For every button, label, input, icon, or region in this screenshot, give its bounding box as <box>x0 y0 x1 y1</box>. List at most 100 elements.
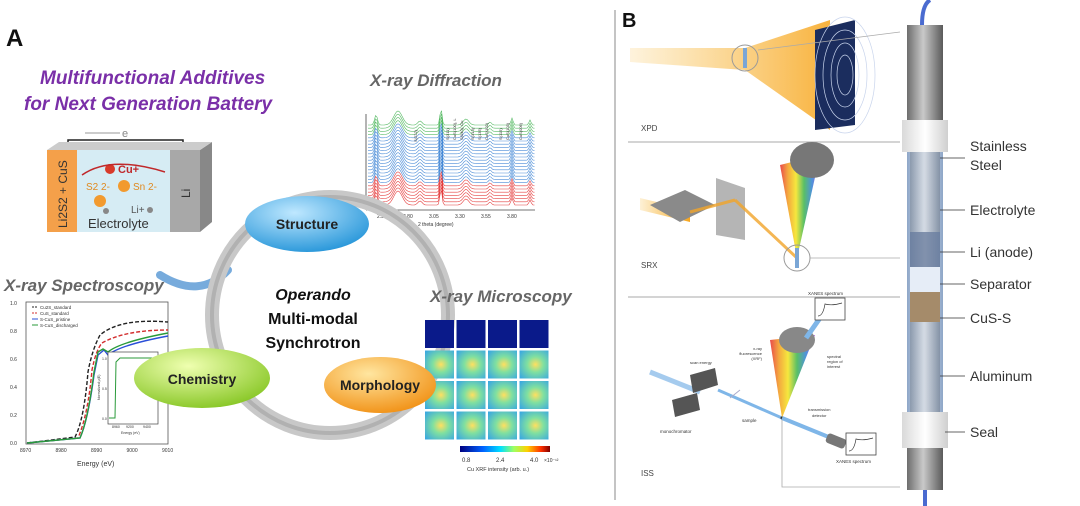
center-line1: Operando <box>275 287 351 304</box>
xrd-xlabel: 2 theta (degree) <box>418 222 454 228</box>
inset-ytick-0: 0.0 <box>102 417 107 421</box>
panel-a-title-line2: for Next Generation Battery <box>24 94 274 115</box>
xpd-beam <box>630 20 830 130</box>
chemistry-node: Chemistry <box>134 348 270 408</box>
sn-label: Sn 2- <box>133 182 157 193</box>
xrd-pattern <box>368 116 535 132</box>
diffraction-title: X-ray Diffraction <box>369 71 502 90</box>
xrd-xtick: 3.30 <box>455 214 465 220</box>
cathode-label: Li2S2 + CuS <box>56 160 70 228</box>
srx-fluorescence-cone <box>780 155 820 258</box>
xanes-xtick: 9010 <box>162 448 173 454</box>
label-aluminum: Aluminum <box>970 368 1032 384</box>
xrf-map-tile <box>488 411 517 440</box>
xanes-ytick: 1.0 <box>10 301 17 307</box>
bottom-seal <box>902 412 948 448</box>
series-cus-standard <box>26 329 169 444</box>
xrf-detector <box>779 327 815 353</box>
s2-icon <box>94 195 106 207</box>
xrf-map-tile <box>456 320 486 348</box>
xrd-peak-label: S(311) <box>445 128 450 140</box>
xrd-peak-label: S(222) <box>413 129 418 142</box>
xrd-pattern <box>368 145 535 161</box>
series-cu2s-standard <box>26 320 169 444</box>
transmission-line2: detector <box>812 413 827 418</box>
cathode-layer <box>47 150 77 232</box>
xrd-xtick: 3.55 <box>481 214 491 220</box>
xrd-peak-label: CuS(006) <box>518 122 523 140</box>
legend-discharged: S-CuS_discharged <box>40 323 78 328</box>
xanes-ytick: 0.2 <box>10 413 17 419</box>
xrf-map-tile <box>519 320 549 348</box>
xrd-pattern <box>368 164 535 180</box>
xanes-xtick: 8970 <box>20 448 31 454</box>
xrd-pattern <box>368 142 535 158</box>
xrd-pattern <box>368 132 535 148</box>
legend-cus: CuS_standard <box>40 311 69 316</box>
label-electrolyte: Electrolyte <box>970 202 1036 218</box>
colorbar-tick-2: 4.0 <box>530 458 539 464</box>
microscopy-title: X-ray Microscopy <box>429 287 573 306</box>
xanes-spectrum-bottom <box>845 432 877 456</box>
xrd-pattern <box>368 177 535 193</box>
xanes-ytick: 0.8 <box>10 329 17 335</box>
iss-callout-line <box>781 420 900 488</box>
roi-line2: region of <box>827 359 843 364</box>
s2-label: S2 2- <box>86 182 110 193</box>
label-stainless: Stainless <box>970 138 1027 154</box>
xanes-xlabel: Energy (eV) <box>77 461 114 468</box>
roi-line3: interest <box>827 364 841 369</box>
iss-slit <box>729 389 741 399</box>
xrd-pattern <box>368 161 535 177</box>
cell-wire-top <box>920 0 932 26</box>
colorbar-exponent: ×10⁻¹² <box>544 458 559 464</box>
xanes-ytick: 0.0 <box>10 441 17 447</box>
xanes-xtick: 9000 <box>127 448 138 454</box>
iss-label: ISS <box>641 469 654 478</box>
li-atom-icon <box>103 208 109 214</box>
xrd-pattern <box>368 136 535 151</box>
chemistry-ellipse <box>134 348 270 408</box>
roi-line1: spectral <box>827 354 841 359</box>
xrd-pattern <box>368 155 535 171</box>
xrd-pattern <box>368 168 535 183</box>
xrd-pattern <box>368 152 535 167</box>
cell-leader-lines <box>940 157 965 433</box>
iss-setup: scan energy monochromator XANES spectrum… <box>641 291 900 488</box>
cu-ion-label: Cu+ <box>118 164 139 176</box>
structure-node: Structure <box>245 196 369 252</box>
colorbar-tick-1: 2.4 <box>496 458 505 464</box>
xrd-pattern <box>368 129 535 145</box>
center-line2: Multi-modal <box>268 311 358 328</box>
inset-series <box>109 357 157 419</box>
top-seal <box>902 120 948 152</box>
xrd-chart: S(222) S(311) CuS(100), L S(040), Cu S(313) S… <box>365 110 535 228</box>
inset-ylabel: Normalized μ(E) <box>97 375 101 400</box>
monochromator-label: monochromator <box>660 429 692 434</box>
xrf-map-grid <box>425 320 549 440</box>
morphology-node: Morphology <box>324 357 436 413</box>
electron-label: e <box>122 128 128 140</box>
xrd-pattern <box>368 139 535 155</box>
xpd-capillary <box>743 48 747 68</box>
xrd-pattern <box>368 184 535 199</box>
xrf-map-tile <box>488 320 517 348</box>
xrf-map-tile <box>519 350 549 379</box>
electrolyte-label: Electrolyte <box>88 216 149 231</box>
xrd-pattern <box>368 113 535 129</box>
xanes-xtick: 8990 <box>91 448 102 454</box>
spectroscopy-title: X-ray Spectroscopy <box>3 276 165 295</box>
srx-detector <box>790 142 834 178</box>
chemistry-label: Chemistry <box>168 371 237 387</box>
xrf-map-tile <box>519 381 549 409</box>
battery-top <box>47 142 212 150</box>
structure-ellipse <box>245 196 369 252</box>
xrf-map-tile <box>519 411 549 440</box>
xanes-curve-bottom <box>848 437 874 452</box>
xrf-line3: (XRF) <box>751 356 762 361</box>
xpd-setup: XPD <box>628 16 901 143</box>
srx-beam-2 <box>733 198 799 260</box>
cu-migration-arrow <box>81 163 166 176</box>
xpd-sample-circle <box>731 44 759 72</box>
xrd-pattern <box>368 180 535 196</box>
